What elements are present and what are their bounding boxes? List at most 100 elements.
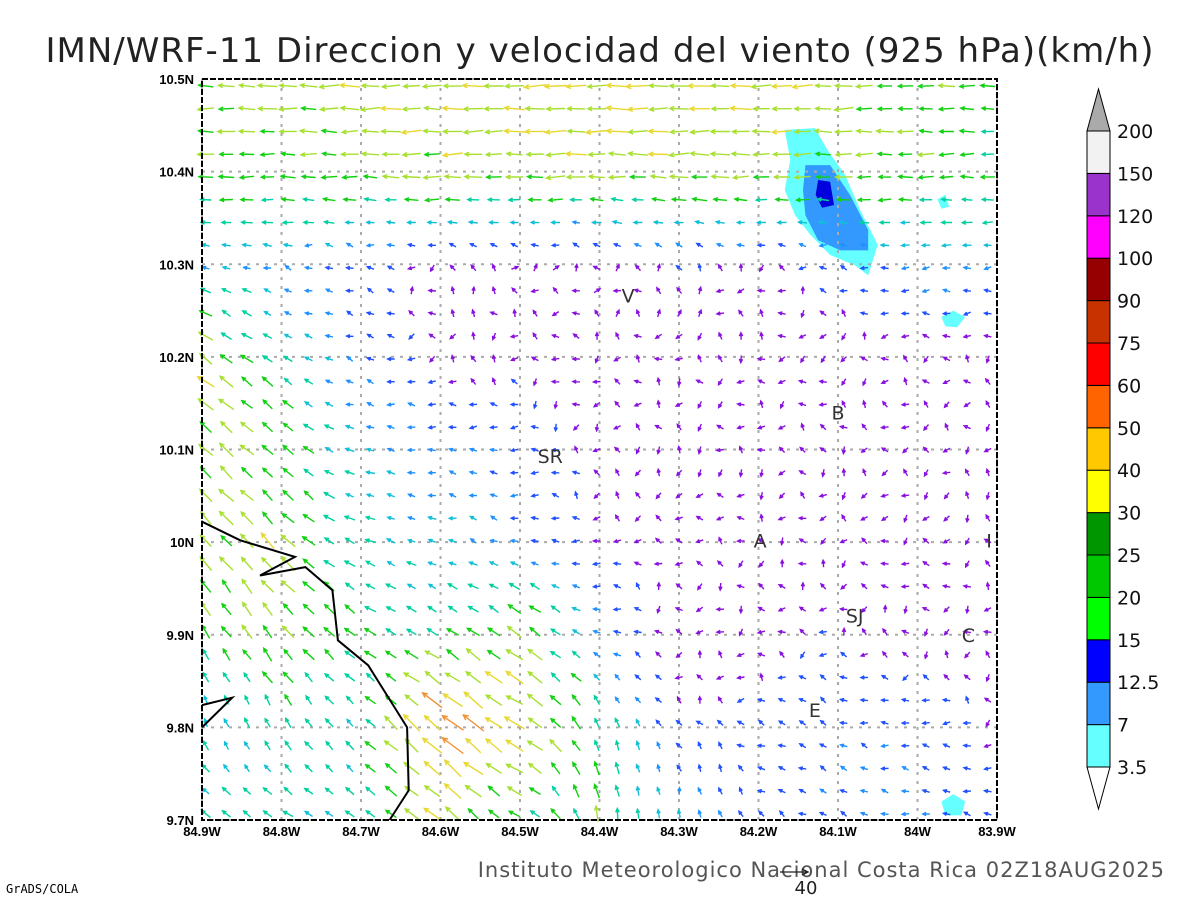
wind-arrow [841,626,847,636]
wind-arrow [614,761,620,775]
wind-arrow [506,625,523,638]
wind-arrow [965,605,970,615]
wind-arrow [943,401,950,409]
wind-arrow [360,151,380,157]
wind-arrow [302,626,315,638]
wind-arrow [656,581,662,591]
wind-arrow [466,197,480,203]
wind-arrow [800,309,805,319]
wind-arrow [613,356,621,362]
wind-arrow [612,561,622,566]
wind-arrow [862,378,867,387]
wind-arrow [605,105,629,111]
wind-arrow [259,128,275,134]
wind-arrow [364,560,376,567]
wind-arrow [876,106,893,112]
wind-arrow [483,105,504,112]
wind-arrow [814,83,832,89]
wind-arrow [283,311,292,316]
wind-arrow [383,740,399,751]
wind-arrow [426,515,437,521]
wind-arrow [675,742,683,749]
wind-arrow [572,242,580,248]
wind-arrow [859,697,869,703]
wind-arrow [484,717,503,729]
wind-arrow [303,468,314,477]
wind-arrow [943,606,950,613]
wind-arrow [738,262,744,272]
wind-arrow [756,447,766,453]
wind-arrow [738,469,744,478]
wind-arrow [896,174,913,180]
wind-arrow [589,196,604,202]
wind-arrow [677,445,682,454]
wind-arrow [443,174,461,180]
wind-arrow [751,128,771,135]
wind-arrow [363,627,377,636]
wind-arrow [736,743,745,748]
wind-arrow [797,698,807,703]
wind-arrow [757,719,765,726]
wind-arrow [594,717,600,728]
wind-arrow [798,606,807,612]
wind-arrow [634,469,642,477]
wind-arrow [676,423,682,431]
wind-arrow [462,714,485,732]
wind-arrow [386,560,395,567]
wind-arrow [859,788,869,794]
wind-arrow [841,467,847,477]
wind-arrow [900,311,910,316]
wind-arrow [921,720,930,726]
x-axis-ticks: 84.9W 84.8W 84.7W 84.6W 84.5W 84.4W 84.3W 84.2W… [183,824,1016,839]
wind-arrow [344,650,356,659]
wind-arrow [468,447,478,453]
wind-arrow [834,151,852,158]
wind-arrow [674,516,683,521]
wind-arrow [284,740,292,751]
wind-arrow [940,197,952,203]
wind-arrow [406,447,416,453]
wind-arrow [465,647,481,662]
wind-arrow [730,128,750,135]
wind-arrow [649,173,667,180]
wind-arrow [428,333,436,339]
wind-arrow [550,561,560,566]
wind-arrow [921,698,930,703]
wind-arrow [509,493,519,498]
wind-arrow [612,584,622,589]
wind-arrow [239,197,254,203]
wind-arrow [736,652,745,657]
station-label: V [622,286,635,308]
wind-arrow [710,173,730,180]
wind-arrow [429,355,436,363]
wind-arrow [611,219,623,225]
wind-arrow [715,629,725,635]
wind-arrow [300,174,316,180]
wind-arrow [264,693,271,706]
wind-arrow [697,354,702,363]
wind-arrow [386,493,396,498]
wind-arrow [574,262,579,272]
wind-arrow [841,332,847,341]
wind-arrow [318,106,339,112]
wind-arrow [648,106,668,112]
wind-arrow [549,220,560,225]
wind-arrow [322,219,335,225]
wind-arrow [798,538,807,544]
wind-arrow [237,82,255,89]
wind-arrow [507,603,522,615]
colorbar-swatch [1086,384,1111,429]
wind-arrow [715,675,724,680]
wind-arrow [527,670,543,684]
wind-arrow [924,628,929,637]
wind-arrow [634,264,642,272]
wind-arrow [635,354,641,363]
wind-arrow [716,560,724,567]
wind-arrow [406,583,416,590]
wind-arrow [485,762,502,774]
wind-arrow [819,674,827,681]
wind-arrow [921,311,930,316]
wind-arrow [900,334,910,339]
wind-arrow [261,421,274,433]
wind-arrow [283,786,293,796]
